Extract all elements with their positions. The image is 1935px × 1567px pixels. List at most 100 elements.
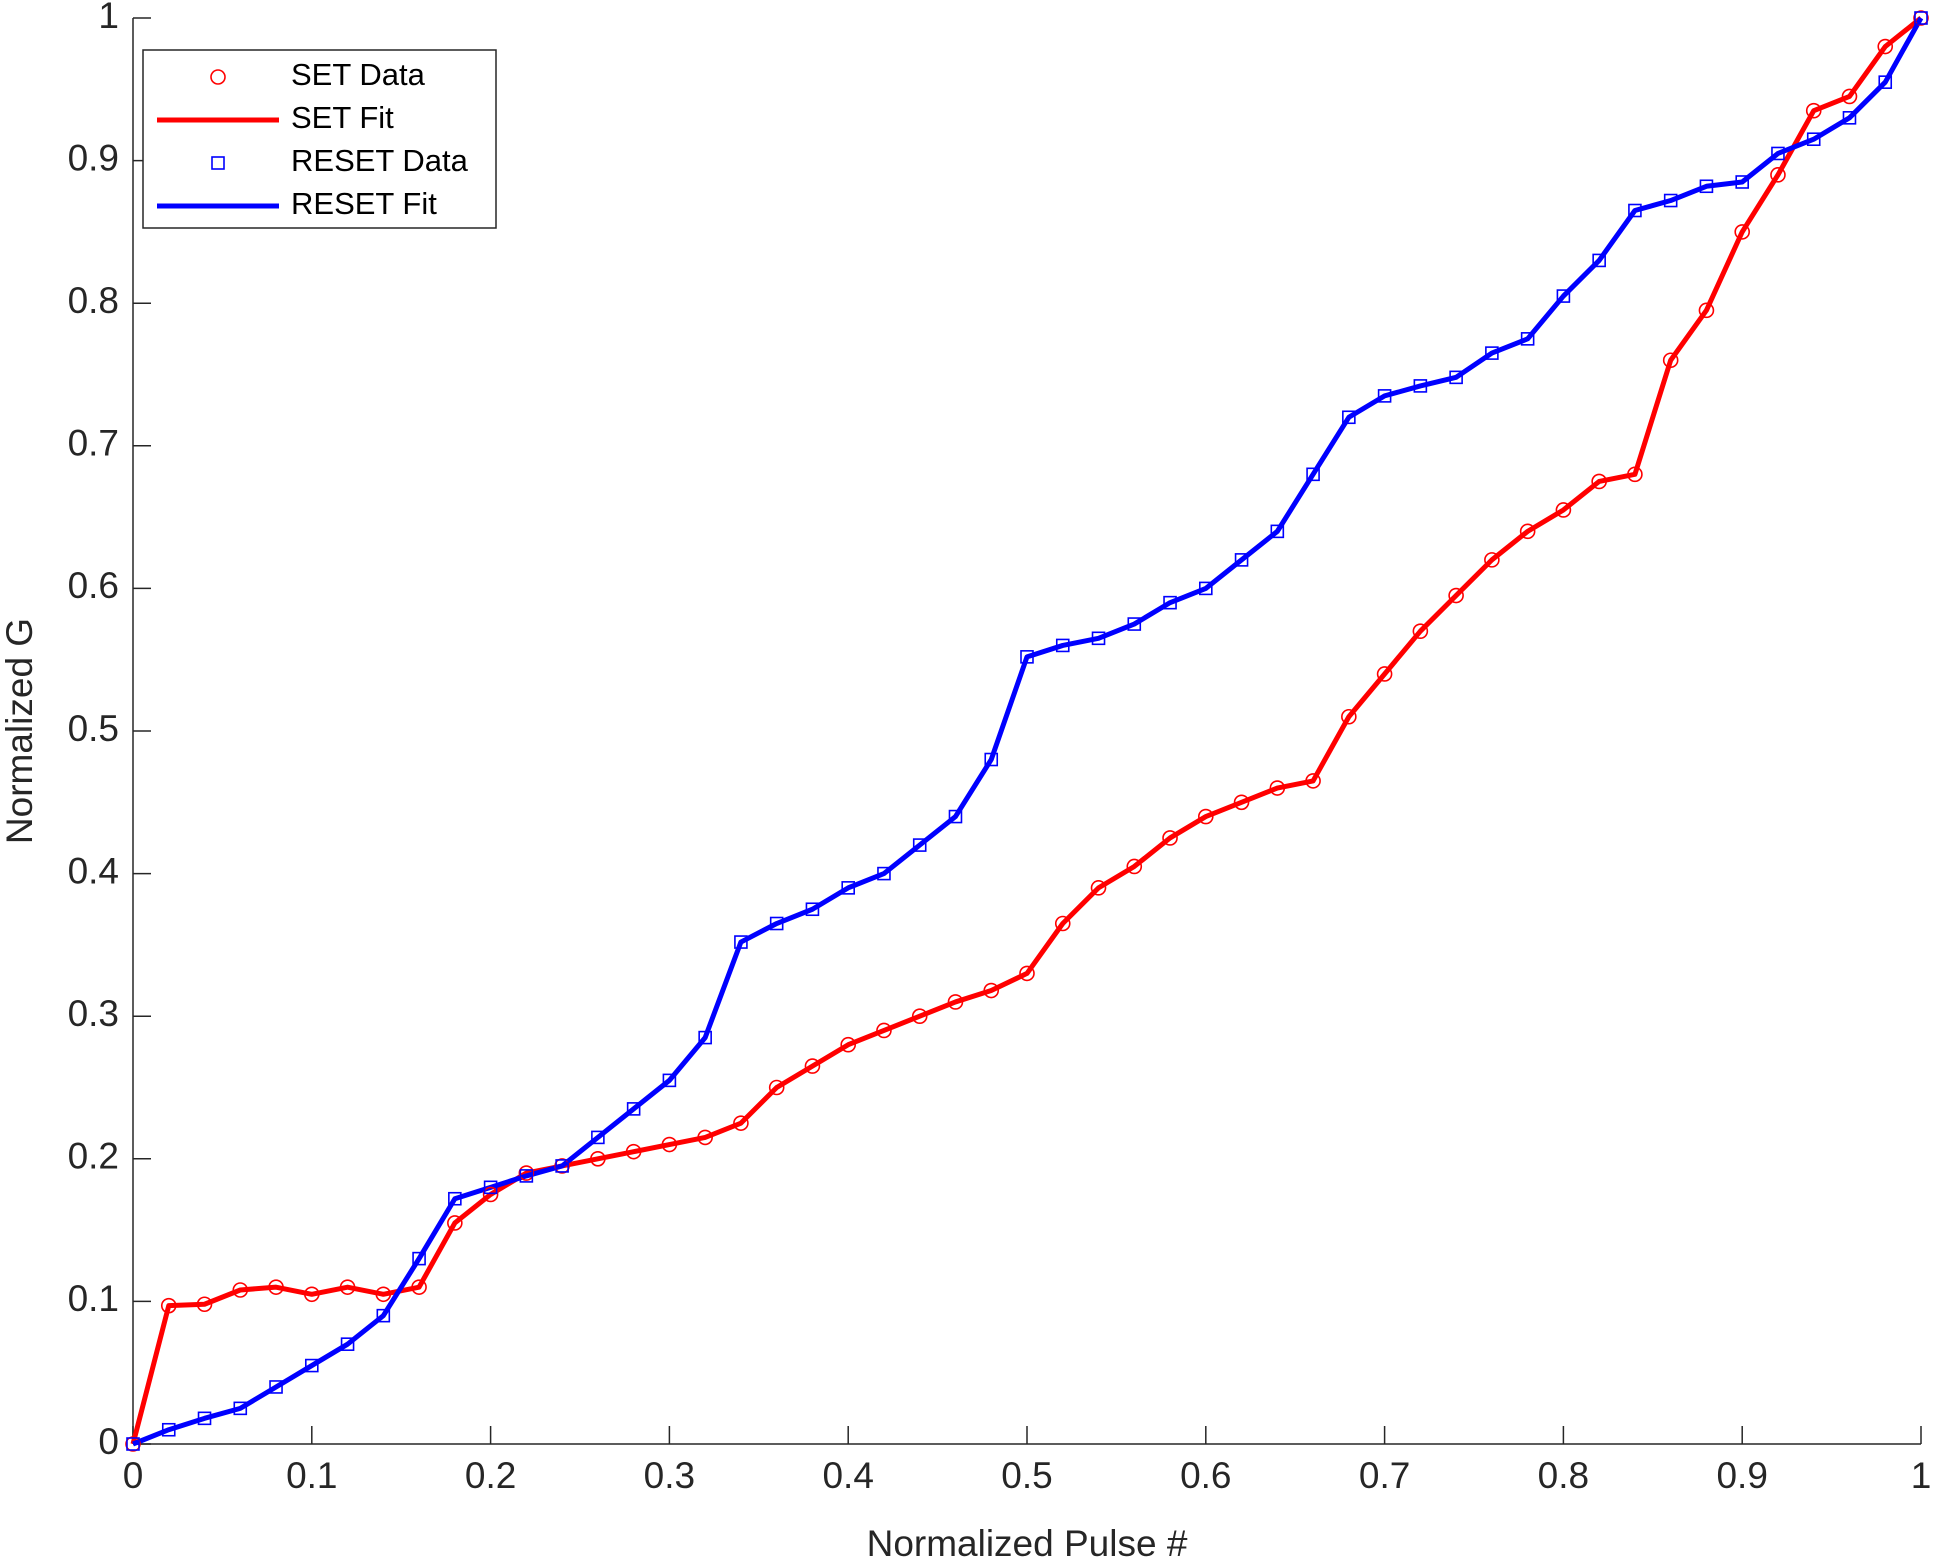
data-point xyxy=(1806,132,1821,147)
x-tick-label: 0.4 xyxy=(822,1455,873,1496)
data-point xyxy=(1805,102,1822,119)
data-point xyxy=(1270,524,1285,539)
data-point xyxy=(1914,11,1928,25)
data-point xyxy=(661,1136,678,1153)
data-point xyxy=(840,1036,857,1053)
data-point xyxy=(1019,965,1035,982)
data-point xyxy=(161,1422,176,1437)
data-point xyxy=(1841,88,1858,105)
data-point xyxy=(1877,38,1894,55)
legend-swatch xyxy=(210,69,226,85)
data-point xyxy=(411,1279,427,1295)
data-point xyxy=(1663,193,1678,208)
x-tick-label: 0.8 xyxy=(1538,1455,1589,1496)
data-point xyxy=(304,1358,319,1373)
data-point xyxy=(841,881,856,895)
y-tick-label: 0.5 xyxy=(68,708,119,749)
legend-label: SET Fit xyxy=(291,100,394,135)
y-tick-label: 0.1 xyxy=(68,1278,119,1319)
data-point xyxy=(877,866,891,881)
data-point xyxy=(1269,780,1286,796)
y-tick-label: 0 xyxy=(98,1421,119,1462)
data-point xyxy=(1628,203,1642,218)
data-point xyxy=(1913,10,1929,26)
data-point xyxy=(734,935,748,949)
x-tick-label: 0.3 xyxy=(644,1455,695,1496)
fit-line xyxy=(132,16,1924,1447)
data-point xyxy=(1592,253,1606,268)
data-point xyxy=(1090,880,1107,896)
x-tick-label: 0.2 xyxy=(465,1455,516,1496)
data-point xyxy=(1627,466,1643,483)
data-point xyxy=(448,1191,462,1206)
data-point xyxy=(1485,346,1499,360)
data-point xyxy=(947,994,964,1010)
data-point xyxy=(160,1297,177,1314)
y-axis-label: Normalized G xyxy=(0,618,40,844)
data-point xyxy=(519,1169,534,1183)
data-point xyxy=(1054,915,1071,932)
data-point xyxy=(625,1143,642,1160)
data-point xyxy=(1126,858,1143,875)
data-point xyxy=(1591,473,1607,490)
legend-swatch xyxy=(211,156,225,170)
x-tick-label: 0.7 xyxy=(1359,1455,1410,1496)
fit-line xyxy=(130,16,1923,1445)
x-tick-label: 0 xyxy=(123,1455,144,1496)
data-point xyxy=(303,1286,320,1303)
data-point xyxy=(1342,410,1356,425)
legend-label: SET Data xyxy=(291,57,426,92)
data-point xyxy=(412,1251,426,1266)
data-point xyxy=(1520,332,1535,346)
y-tick-label: 1 xyxy=(98,0,119,36)
data-point xyxy=(482,1186,499,1203)
data-point xyxy=(769,916,784,931)
data-point xyxy=(1127,617,1142,631)
data-point xyxy=(1413,379,1428,393)
data-point xyxy=(984,752,999,767)
legend-label: RESET Fit xyxy=(291,186,437,221)
data-point xyxy=(1233,794,1250,811)
x-tick-label: 0.1 xyxy=(286,1455,337,1496)
data-point xyxy=(1878,75,1893,89)
data-point xyxy=(554,1158,570,1174)
data-point xyxy=(590,1151,606,1167)
data-point xyxy=(1484,552,1500,568)
data-point xyxy=(1198,808,1214,825)
data-point xyxy=(196,1296,213,1313)
data-point xyxy=(1698,302,1715,319)
data-point xyxy=(1842,111,1857,125)
data-point xyxy=(912,838,927,852)
data-point xyxy=(1306,467,1320,482)
y-tick-label: 0.2 xyxy=(68,1136,119,1177)
data-point xyxy=(733,1115,749,1131)
x-tick-label: 0.9 xyxy=(1716,1455,1767,1496)
data-point xyxy=(1449,370,1463,385)
data-point xyxy=(1199,581,1213,596)
data-point xyxy=(1376,666,1393,682)
data-point xyxy=(1735,175,1749,189)
data-point xyxy=(268,1279,284,1295)
data-point xyxy=(1412,623,1429,639)
data-point xyxy=(339,1279,356,1295)
data-point xyxy=(1771,146,1785,161)
data-point xyxy=(1734,224,1750,240)
data-point xyxy=(1555,502,1572,518)
data-point xyxy=(126,1437,140,1451)
data-point xyxy=(626,1102,641,1116)
data-point xyxy=(375,1286,392,1303)
data-point xyxy=(1519,523,1536,540)
x-tick-label: 0.6 xyxy=(1180,1455,1231,1496)
data-point xyxy=(1163,595,1177,610)
data-point xyxy=(876,1022,892,1039)
data-point xyxy=(1055,638,1070,653)
legend-box xyxy=(142,49,497,229)
data-point xyxy=(1377,389,1392,403)
data-point xyxy=(1091,631,1106,646)
data-point xyxy=(1305,773,1321,789)
y-tick-label: 0.3 xyxy=(68,993,119,1034)
data-point xyxy=(698,1030,712,1045)
y-tick-label: 0.4 xyxy=(68,850,119,891)
data-point xyxy=(518,1165,535,1181)
